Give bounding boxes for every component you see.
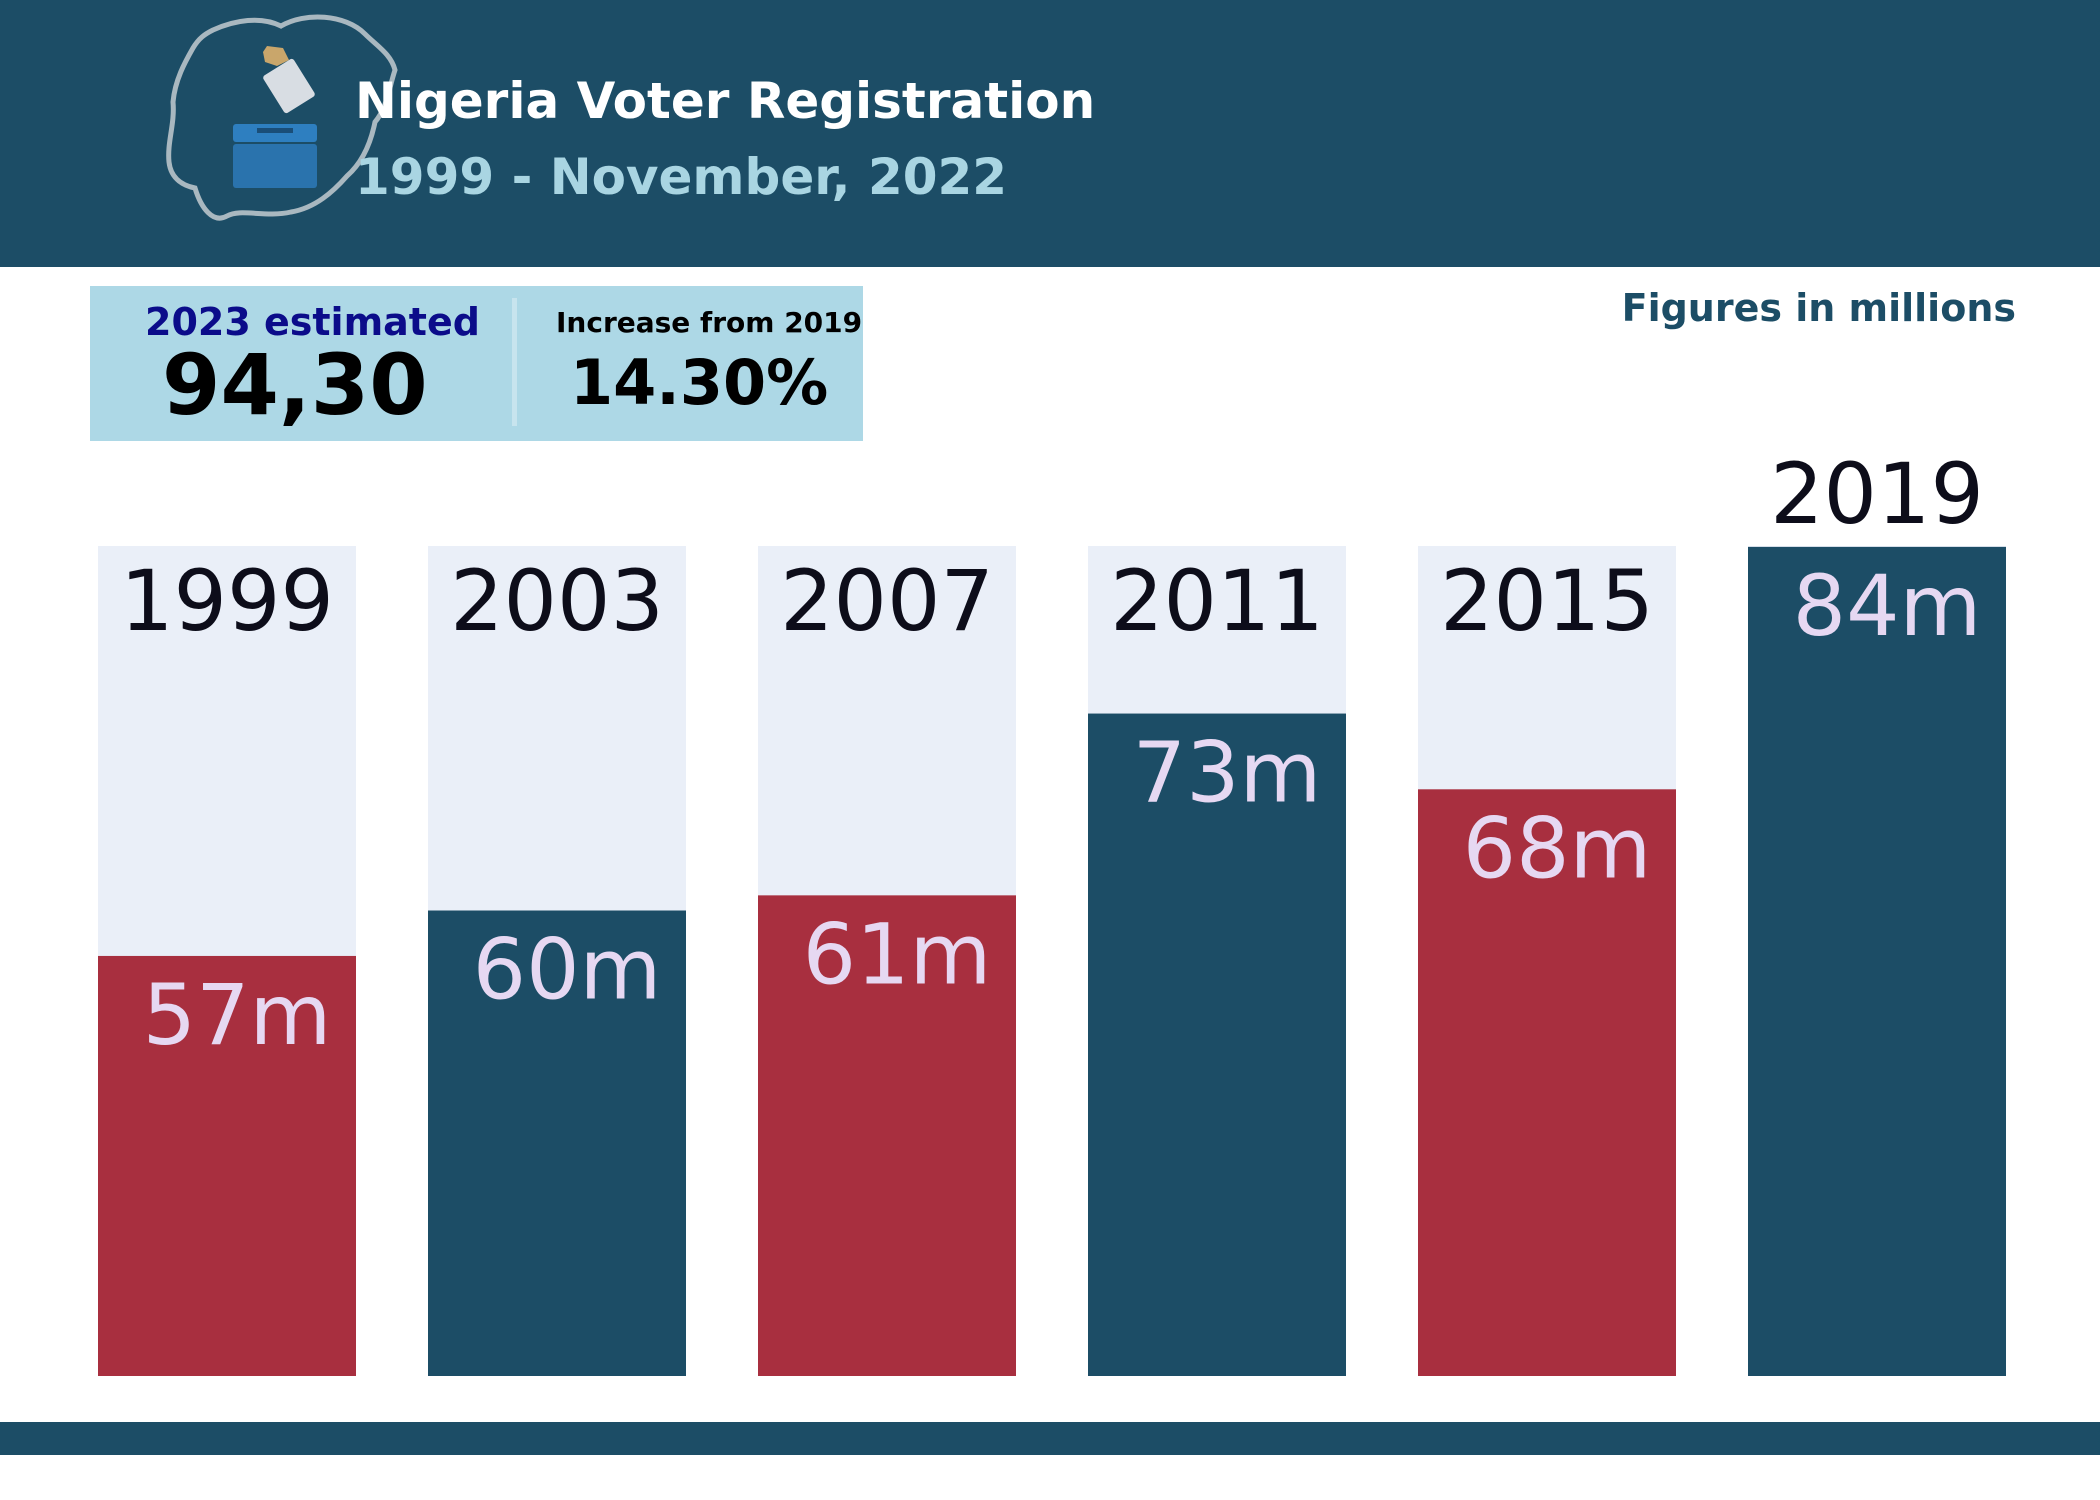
- page-title: Nigeria Voter Registration: [355, 72, 1096, 130]
- year-label-1999: 1999: [120, 552, 334, 650]
- ballot-box-icon: [233, 46, 317, 188]
- nigeria-map-ballot-logo: [166, 14, 398, 221]
- footer-bar: [0, 1422, 2100, 1455]
- bar-2003: [428, 910, 686, 1376]
- bar-1999: [98, 955, 356, 1376]
- nigeria-map-outline-icon: [166, 14, 398, 221]
- estimate-label: 2023 estimated: [145, 300, 480, 344]
- value-label-2007: 61m: [803, 905, 992, 1003]
- increase-value: 14.30%: [570, 346, 829, 419]
- value-label-1999: 57m: [143, 966, 332, 1064]
- estimate-value: 94,30: [162, 336, 428, 434]
- header-banner: Nigeria Voter Registration 1999 - Novemb…: [0, 0, 2100, 267]
- value-label-2019: 84m: [1793, 557, 1982, 655]
- bar-2019: [1748, 546, 2006, 1376]
- year-label-2003: 2003: [450, 552, 664, 650]
- stats-divider: [512, 298, 517, 426]
- bar-2011: [1088, 713, 1346, 1376]
- year-label-2019: 2019: [1770, 445, 1984, 543]
- year-label-2011: 2011: [1110, 552, 1324, 650]
- stats-summary-box: 2023 estimated 94,30 Increase from 2019 …: [90, 286, 863, 441]
- page-subtitle: 1999 - November, 2022: [355, 148, 1008, 206]
- value-label-2003: 60m: [473, 921, 662, 1019]
- value-label-2015: 68m: [1463, 799, 1652, 897]
- bar-2007: [758, 895, 1016, 1376]
- year-label-2015: 2015: [1440, 552, 1654, 650]
- units-note: Figures in millions: [1621, 286, 2016, 330]
- year-label-2007: 2007: [780, 552, 994, 650]
- bar-2015: [1418, 789, 1676, 1376]
- value-label-2011: 73m: [1133, 724, 1322, 822]
- increase-label: Increase from 2019: [556, 306, 863, 339]
- bar-chart: 1999 57m 2003 60m 2007 61m 2011 73m 2015 68m 2019 8…: [98, 445, 2006, 1376]
